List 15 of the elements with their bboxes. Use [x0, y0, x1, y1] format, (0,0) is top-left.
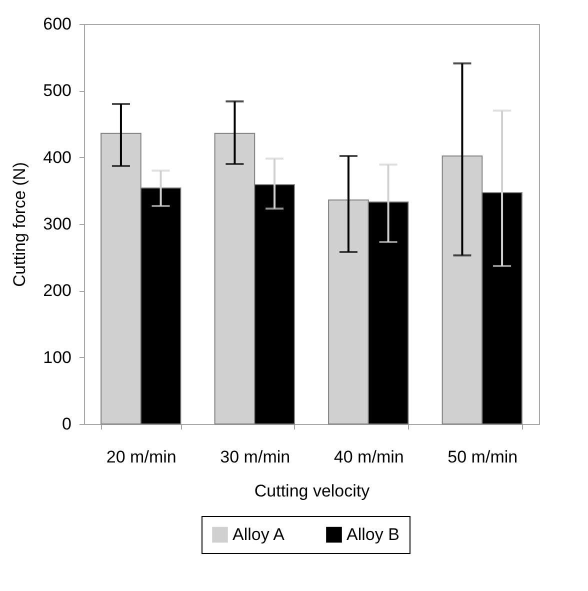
x-tick-label: 20 m/min: [106, 448, 176, 466]
y-tick-label: 500: [43, 81, 72, 100]
x-axis-title: Cutting velocity: [254, 482, 370, 500]
legend-label: Alloy A: [232, 524, 286, 544]
y-tick-label: 600: [43, 14, 72, 34]
x-tick-label: 40 m/min: [334, 448, 404, 466]
y-tick-label: 300: [43, 214, 72, 234]
legend-label: Alloy B: [346, 524, 400, 544]
y-tick-label: 200: [43, 281, 72, 300]
y-tick-label: 400: [43, 148, 72, 167]
x-tick-label: 50 m/min: [448, 448, 518, 466]
y-axis-title: Cutting force (N): [10, 162, 30, 287]
x-tick-label: 30 m/min: [220, 448, 290, 466]
y-tick-label: 0: [62, 414, 72, 434]
y-tick-label: 100: [43, 348, 72, 367]
